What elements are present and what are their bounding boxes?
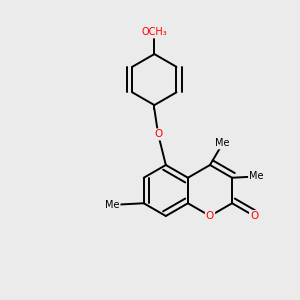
Text: Me: Me: [215, 138, 230, 148]
Text: Me: Me: [249, 172, 264, 182]
Text: Me: Me: [105, 200, 119, 209]
Text: O: O: [154, 129, 162, 140]
Text: O: O: [250, 211, 258, 221]
Text: O: O: [206, 211, 214, 221]
Text: OCH₃: OCH₃: [142, 27, 167, 38]
